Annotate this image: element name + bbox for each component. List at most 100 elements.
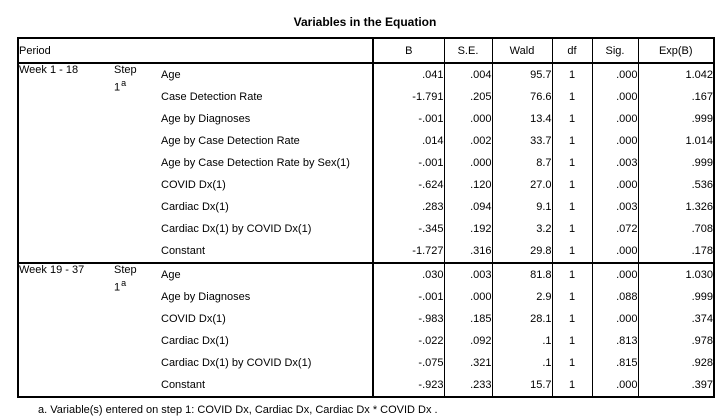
step-cell: Step 1a bbox=[114, 263, 161, 397]
value-cell-se: .000 bbox=[443, 286, 492, 308]
value-cell-wald: 76.6 bbox=[491, 86, 552, 108]
value-cell-sig: .000 bbox=[591, 240, 638, 263]
value-cell-expb: .167 bbox=[637, 86, 714, 108]
value-cell-df: 1 bbox=[551, 174, 592, 196]
value-cell-df: 1 bbox=[551, 330, 592, 352]
value-cell-b: .283 bbox=[372, 196, 444, 218]
value-cell-expb: 1.030 bbox=[637, 263, 714, 286]
step-number: 1 bbox=[114, 81, 121, 94]
value-cell-expb: 1.326 bbox=[637, 196, 714, 218]
value-cell-sig: .088 bbox=[591, 286, 638, 308]
value-cell-sig: .000 bbox=[591, 63, 638, 86]
value-cell-b: -.001 bbox=[372, 108, 444, 130]
variable-cell: Constant bbox=[161, 245, 206, 257]
value-cell-se: .321 bbox=[443, 352, 492, 374]
value-cell-df: 1 bbox=[551, 130, 592, 152]
period-cell: Week 1 - 18 bbox=[19, 64, 79, 76]
value-cell-wald: 33.7 bbox=[491, 130, 552, 152]
value-cell-se: .233 bbox=[443, 374, 492, 397]
value-cell-wald: 13.4 bbox=[491, 108, 552, 130]
table-row: Cardiac Dx(1) .283.094 9.1 1.003 1.326 bbox=[18, 196, 714, 218]
value-cell-expb: 1.042 bbox=[637, 63, 714, 86]
value-cell-df: 1 bbox=[551, 63, 592, 86]
variable-cell: Age by Case Detection Rate by Sex(1) bbox=[161, 157, 350, 169]
table-row: Week 19 - 37 Step 1a Age .030.003 81.8 1.000 1.… bbox=[18, 263, 714, 294]
step-footnote-marker: a bbox=[121, 78, 127, 88]
value-cell-wald: 3.2 bbox=[491, 218, 552, 240]
variable-cell: Cardiac Dx(1) by COVID Dx(1) bbox=[161, 357, 312, 369]
value-cell-sig: .815 bbox=[591, 352, 638, 374]
value-cell-sig: .000 bbox=[591, 108, 638, 130]
step-cell: Step 1a bbox=[114, 63, 161, 263]
variable-cell: Age by Case Detection Rate bbox=[161, 135, 300, 147]
table-row: Case Detection Rate -1.791.205 76.6 1.000.1… bbox=[18, 86, 714, 108]
value-cell-b: .014 bbox=[372, 130, 444, 152]
value-cell-sig: .000 bbox=[591, 263, 638, 286]
step-footnote-marker: a bbox=[121, 278, 127, 288]
value-cell-df: 1 bbox=[551, 86, 592, 108]
value-cell-expb: .536 bbox=[637, 174, 714, 196]
column-header-se: S.E. bbox=[443, 38, 492, 63]
value-cell-expb: .978 bbox=[637, 330, 714, 352]
period-cell: Week 19 - 37 bbox=[19, 264, 85, 276]
value-cell-b: -.001 bbox=[372, 152, 444, 174]
table-row: Cardiac Dx(1) by COVID Dx(1) -.345.192 3.2… bbox=[18, 218, 714, 240]
variable-cell: Age by Diagnoses bbox=[161, 291, 251, 303]
value-cell-wald: 27.0 bbox=[491, 174, 552, 196]
value-cell-expb: .928 bbox=[637, 352, 714, 374]
value-cell-df: 1 bbox=[551, 152, 592, 174]
value-cell-sig: .000 bbox=[591, 130, 638, 152]
header-row: Period B S.E. Wald df Sig. Exp(B) bbox=[18, 38, 714, 63]
value-cell-sig: .072 bbox=[591, 218, 638, 240]
step-label: Step bbox=[114, 264, 137, 276]
variable-cell: Age bbox=[161, 69, 181, 81]
table-row: Age by Diagnoses -.001.000 13.4 1.000.999 bbox=[18, 108, 714, 130]
value-cell-se: .092 bbox=[443, 330, 492, 352]
table-row: Age by Case Detection Rate .014.002 33.7 1.… bbox=[18, 130, 714, 152]
column-header-df: df bbox=[551, 38, 592, 63]
value-cell-df: 1 bbox=[551, 308, 592, 330]
variable-cell: Cardiac Dx(1) bbox=[161, 201, 229, 213]
value-cell-df: 1 bbox=[551, 286, 592, 308]
table-row: Constant -1.727.316 29.8 1.000.178 bbox=[18, 240, 714, 263]
value-cell-wald: 28.1 bbox=[491, 308, 552, 330]
value-cell-b: .030 bbox=[372, 263, 444, 286]
table-row: COVID Dx(1) -.983.185 28.1 1.000.374 bbox=[18, 308, 714, 330]
value-cell-sig: .813 bbox=[591, 330, 638, 352]
column-header-sig: Sig. bbox=[591, 38, 638, 63]
column-header-wald: Wald bbox=[491, 38, 552, 63]
variables-in-equation-table: Period B S.E. Wald df Sig. Exp(B) Week 1… bbox=[17, 37, 715, 398]
value-cell-b: -.075 bbox=[372, 352, 444, 374]
variable-cell: COVID Dx(1) bbox=[161, 179, 226, 191]
table-row: Age by Diagnoses -.001.000 2.9 1.088.999 bbox=[18, 286, 714, 308]
value-cell-b: -.983 bbox=[372, 308, 444, 330]
value-cell-se: .003 bbox=[443, 263, 492, 286]
value-cell-expb: .999 bbox=[637, 108, 714, 130]
value-cell-se: .094 bbox=[443, 196, 492, 218]
value-cell-se: .205 bbox=[443, 86, 492, 108]
table-row: Cardiac Dx(1) -.022.092.1 1.813.978 bbox=[18, 330, 714, 352]
value-cell-b: -.022 bbox=[372, 330, 444, 352]
value-cell-se: .004 bbox=[443, 63, 492, 86]
value-cell-se: .192 bbox=[443, 218, 492, 240]
variable-cell: Constant bbox=[161, 379, 206, 391]
value-cell-b: -.001 bbox=[372, 286, 444, 308]
value-cell-wald: 81.8 bbox=[491, 263, 552, 286]
value-cell-df: 1 bbox=[551, 218, 592, 240]
value-cell-df: 1 bbox=[551, 196, 592, 218]
variable-cell: Case Detection Rate bbox=[161, 91, 263, 103]
value-cell-se: .120 bbox=[443, 174, 492, 196]
column-header-period: Period bbox=[19, 44, 51, 57]
table-title: Variables in the Equation bbox=[293, 15, 437, 29]
value-cell-df: 1 bbox=[551, 108, 592, 130]
value-cell-wald: 2.9 bbox=[491, 286, 552, 308]
value-cell-wald: 95.7 bbox=[491, 63, 552, 86]
value-cell-expb: .708 bbox=[637, 218, 714, 240]
value-cell-se: .000 bbox=[443, 152, 492, 174]
value-cell-wald: 15.7 bbox=[491, 374, 552, 397]
value-cell-sig: .000 bbox=[591, 86, 638, 108]
value-cell-b: -.624 bbox=[372, 174, 444, 196]
table-row: Constant -.923.233 15.7 1.000.397 bbox=[18, 374, 714, 397]
variable-cell: COVID Dx(1) bbox=[161, 313, 226, 325]
value-cell-sig: .000 bbox=[591, 374, 638, 397]
